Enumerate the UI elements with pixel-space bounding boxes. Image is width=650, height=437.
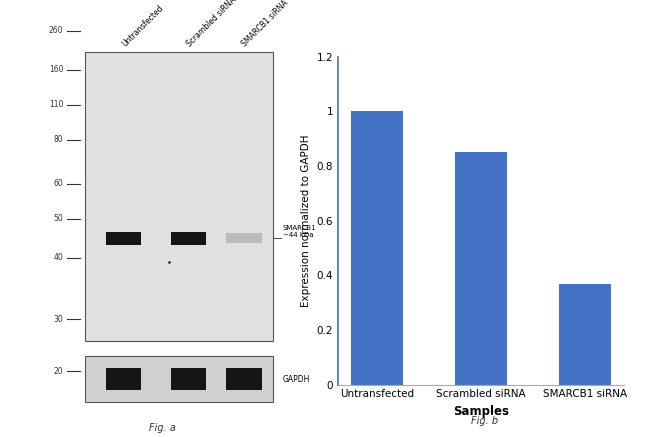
Text: SMARCB1
~44 kDa: SMARCB1 ~44 kDa [283,225,317,238]
Text: 30: 30 [53,315,64,323]
Text: 60: 60 [53,179,64,188]
Text: 260: 260 [49,26,64,35]
Bar [226,233,261,243]
X-axis label: Samples: Samples [453,405,509,418]
Y-axis label: Expression normalized to GAPDH: Expression normalized to GAPDH [301,135,311,307]
Text: Untransfected: Untransfected [120,3,165,48]
Text: 20: 20 [54,367,64,376]
Bar [351,111,403,385]
Bar [226,368,261,390]
Bar [105,232,142,245]
Bar [170,368,206,390]
Text: GAPDH: GAPDH [283,375,310,384]
Bar [455,153,507,385]
Text: 50: 50 [53,214,64,223]
Text: 40: 40 [53,253,64,262]
Bar [105,368,142,390]
Bar [84,356,273,402]
Bar [84,52,273,341]
Text: Fig. b: Fig. b [471,416,498,426]
Bar [170,232,206,245]
Text: 160: 160 [49,66,64,74]
Text: Fig. a: Fig. a [149,423,176,433]
Bar [559,284,611,385]
Text: SMARCB1 siRNA: SMARCB1 siRNA [240,0,291,48]
Text: Scrambled siRNA: Scrambled siRNA [185,0,238,48]
Text: 80: 80 [54,135,64,144]
Text: 110: 110 [49,101,64,109]
